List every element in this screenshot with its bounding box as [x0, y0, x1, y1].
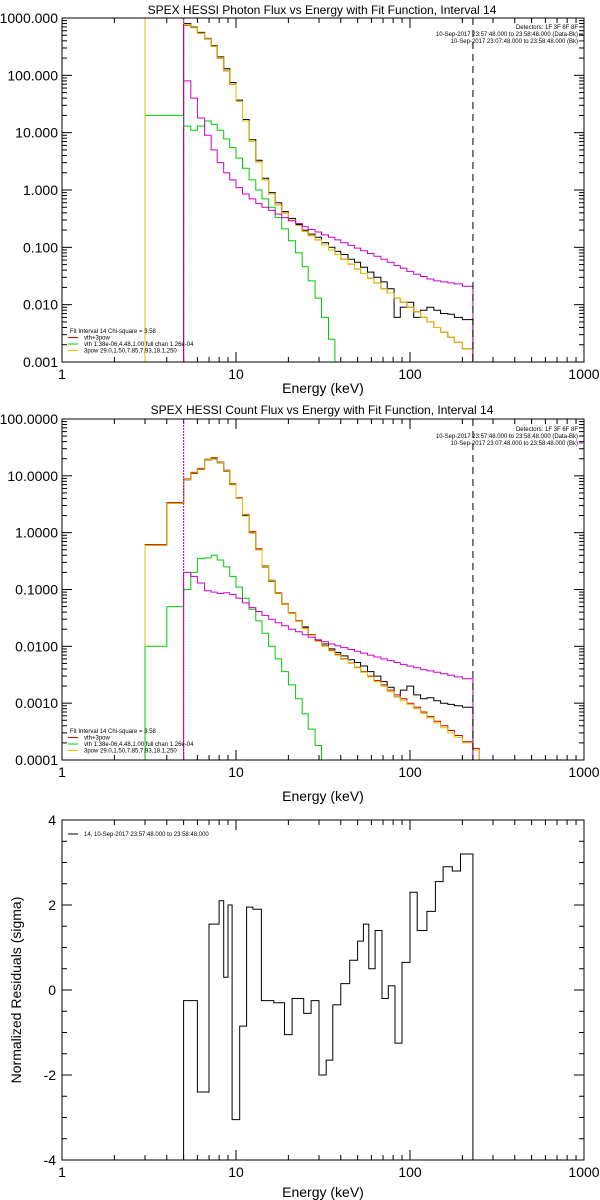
residuals-x-tick-label: 1000	[568, 1164, 599, 1180]
count-flux-y-tick-label: 100.0000	[0, 411, 58, 427]
count-flux-y-tick-label: 0.0001	[15, 752, 58, 768]
count-flux-legend-entry: 3pow 29.0,1.50,7.85,7.93,18.1,250	[84, 749, 177, 755]
count-flux-series-line	[144, 554, 322, 760]
photon-flux-header-text: 10-Sep-2017 23:07:48.000 to 23:58:48.000…	[451, 39, 578, 45]
photon-flux-series-line	[183, 80, 474, 362]
count-flux-header-text: 10-Sep-2017 23:07:48.000 to 23:58:48.000…	[451, 441, 578, 447]
photon-flux-y-tick-label: 1.000	[23, 182, 58, 198]
count-flux-title: SPEX HESSI Count Flux vs Energy with Fit…	[151, 403, 494, 417]
count-flux-x-axis-label: Energy (keV)	[282, 788, 364, 804]
residuals-y-tick-label: 4	[48, 812, 56, 828]
photon-flux-legend-entry: vth+3pow	[84, 336, 111, 342]
photon-flux-legend: Fit Interval 14 Chi-square = 3.58vth+3po…	[68, 329, 194, 355]
residuals-x-tick-label: 1	[58, 1164, 66, 1180]
residuals-y-tick-label: -2	[44, 1067, 57, 1083]
residuals-series-line	[183, 853, 474, 1160]
residuals-x-ticks: 1 10 100 1000	[58, 820, 600, 1180]
count-flux-x-tick-label: 1	[58, 764, 66, 780]
count-flux-y-ticks: 100.0000 10.0000 1.0000 0.1000 0.0100 0.0010 0…	[0, 411, 584, 768]
photon-flux-title: SPEX HESSI Photon Flux vs Energy with Fi…	[148, 3, 497, 17]
count-flux-plot-frame	[61, 418, 585, 761]
count-flux-y-tick-label: 1.0000	[15, 525, 58, 541]
residuals-y-tick-label: 2	[48, 897, 56, 913]
count-flux-y-tick-label: 0.1000	[15, 582, 58, 598]
count-flux-series-line	[144, 457, 480, 760]
count-flux-series-group	[144, 457, 480, 760]
photon-flux-header-text: Detectors: 1F 3F 6F 8F	[516, 25, 578, 31]
count-flux-legend: Fit Interval 14 Chi-square = 3.58vth+3po…	[68, 729, 194, 755]
photon-flux-series-line	[144, 18, 474, 362]
photon-flux-x-ticks: 1 10 100 1000	[58, 18, 600, 382]
count-flux-x-tick-label: 1000	[568, 764, 599, 780]
residuals-legend: 14, 10-Sep-2017 23:57:48.000 to 23:58:48…	[68, 832, 209, 838]
count-flux-header-text: Detectors: 1F 3F 6F 8F	[516, 427, 578, 433]
photon-flux-header-text: 10-Sep-2017 23:57:48.000 to 23:58:48.000…	[436, 32, 578, 38]
photon-flux-x-axis-label: Energy (keV)	[282, 380, 364, 396]
residuals-x-tick-label: 100	[398, 1164, 422, 1180]
photon-flux-x-tick-label: 1	[58, 366, 66, 382]
photon-flux-y-tick-label: 0.010	[23, 297, 58, 313]
count-flux-series-line	[144, 457, 480, 760]
photon-flux-legend-entry: 3pow 29.0,1.50,7.85,7.93,18.1,250	[84, 349, 177, 355]
residuals-y-axis-label: Normalized Residuals (sigma)	[8, 897, 24, 1084]
count-flux-x-tick-label: 100	[398, 764, 422, 780]
photon-flux-y-ticks: 1000.000 100.000 10.000 1.000 0.100 0.010 0.00…	[0, 10, 584, 370]
residuals-y-tick-label: 0	[48, 982, 56, 998]
photon-flux-series-group	[144, 18, 474, 362]
residuals-legend-entry: 14, 10-Sep-2017 23:57:48.000 to 23:58:48…	[84, 832, 209, 838]
photon-flux-series-line	[145, 114, 336, 362]
photon-flux-y-tick-label: 10.000	[15, 125, 58, 141]
photon-flux-series-line	[183, 24, 474, 362]
residuals-series-group	[183, 853, 474, 1160]
photon-flux-x-tick-label: 1000	[568, 366, 599, 382]
photon-flux-legend-entry: Fit Interval 14 Chi-square = 3.58	[70, 329, 157, 335]
photon-flux-legend-entry: vth 1.38e-06,4.48,1.00 full chan 1.26e-0…	[84, 342, 194, 348]
count-flux-series-line	[144, 458, 474, 760]
photon-flux-x-tick-label: 10	[228, 366, 244, 382]
residuals-x-axis-label: Energy (keV)	[282, 1184, 364, 1200]
residuals-plot-frame	[61, 819, 585, 1161]
count-flux-header-text: 10-Sep-2017 23:57:48.000 to 23:58:48.000…	[436, 434, 578, 440]
photon-flux-y-tick-label: 0.100	[23, 239, 58, 255]
photon-flux-y-tick-label: 0.001	[23, 354, 58, 370]
count-flux-y-tick-label: 10.0000	[7, 468, 58, 484]
count-flux-x-tick-label: 10	[228, 764, 244, 780]
count-flux-legend-entry: vth 1.38e-06,4.48,1.00 full chan 1.26e-0…	[84, 742, 194, 748]
residuals-y-ticks: 4 2 0 -2 -4	[44, 812, 584, 1168]
count-flux-y-tick-label: 0.0010	[15, 695, 58, 711]
photon-flux-y-tick-label: 1000.000	[0, 10, 58, 26]
photon-flux-y-tick-label: 100.000	[7, 67, 58, 83]
residuals-panel: 1 10 100 1000 4 2 0 -2 -4 14, 10-Sep-2017 23:57:4…	[8, 812, 600, 1200]
count-flux-series-line	[183, 571, 474, 760]
count-flux-x-ticks: 1 10 100 1000	[58, 419, 600, 780]
residuals-x-tick-label: 10	[228, 1164, 244, 1180]
count-flux-legend-entry: vth+3pow	[84, 736, 111, 742]
residuals-y-tick-label: -4	[44, 1152, 57, 1168]
count-flux-y-tick-label: 0.0100	[15, 638, 58, 654]
photon-flux-series-line	[183, 23, 474, 362]
photon-flux-x-tick-label: 100	[398, 366, 422, 382]
photon-flux-panel: SPEX HESSI Photon Flux vs Energy with Fi…	[0, 3, 600, 396]
count-flux-panel: SPEX HESSI Count Flux vs Energy with Fit…	[0, 403, 600, 804]
photon-flux-plot-frame	[61, 17, 585, 363]
count-flux-legend-entry: Fit Interval 14 Chi-square = 3.58	[70, 729, 157, 735]
